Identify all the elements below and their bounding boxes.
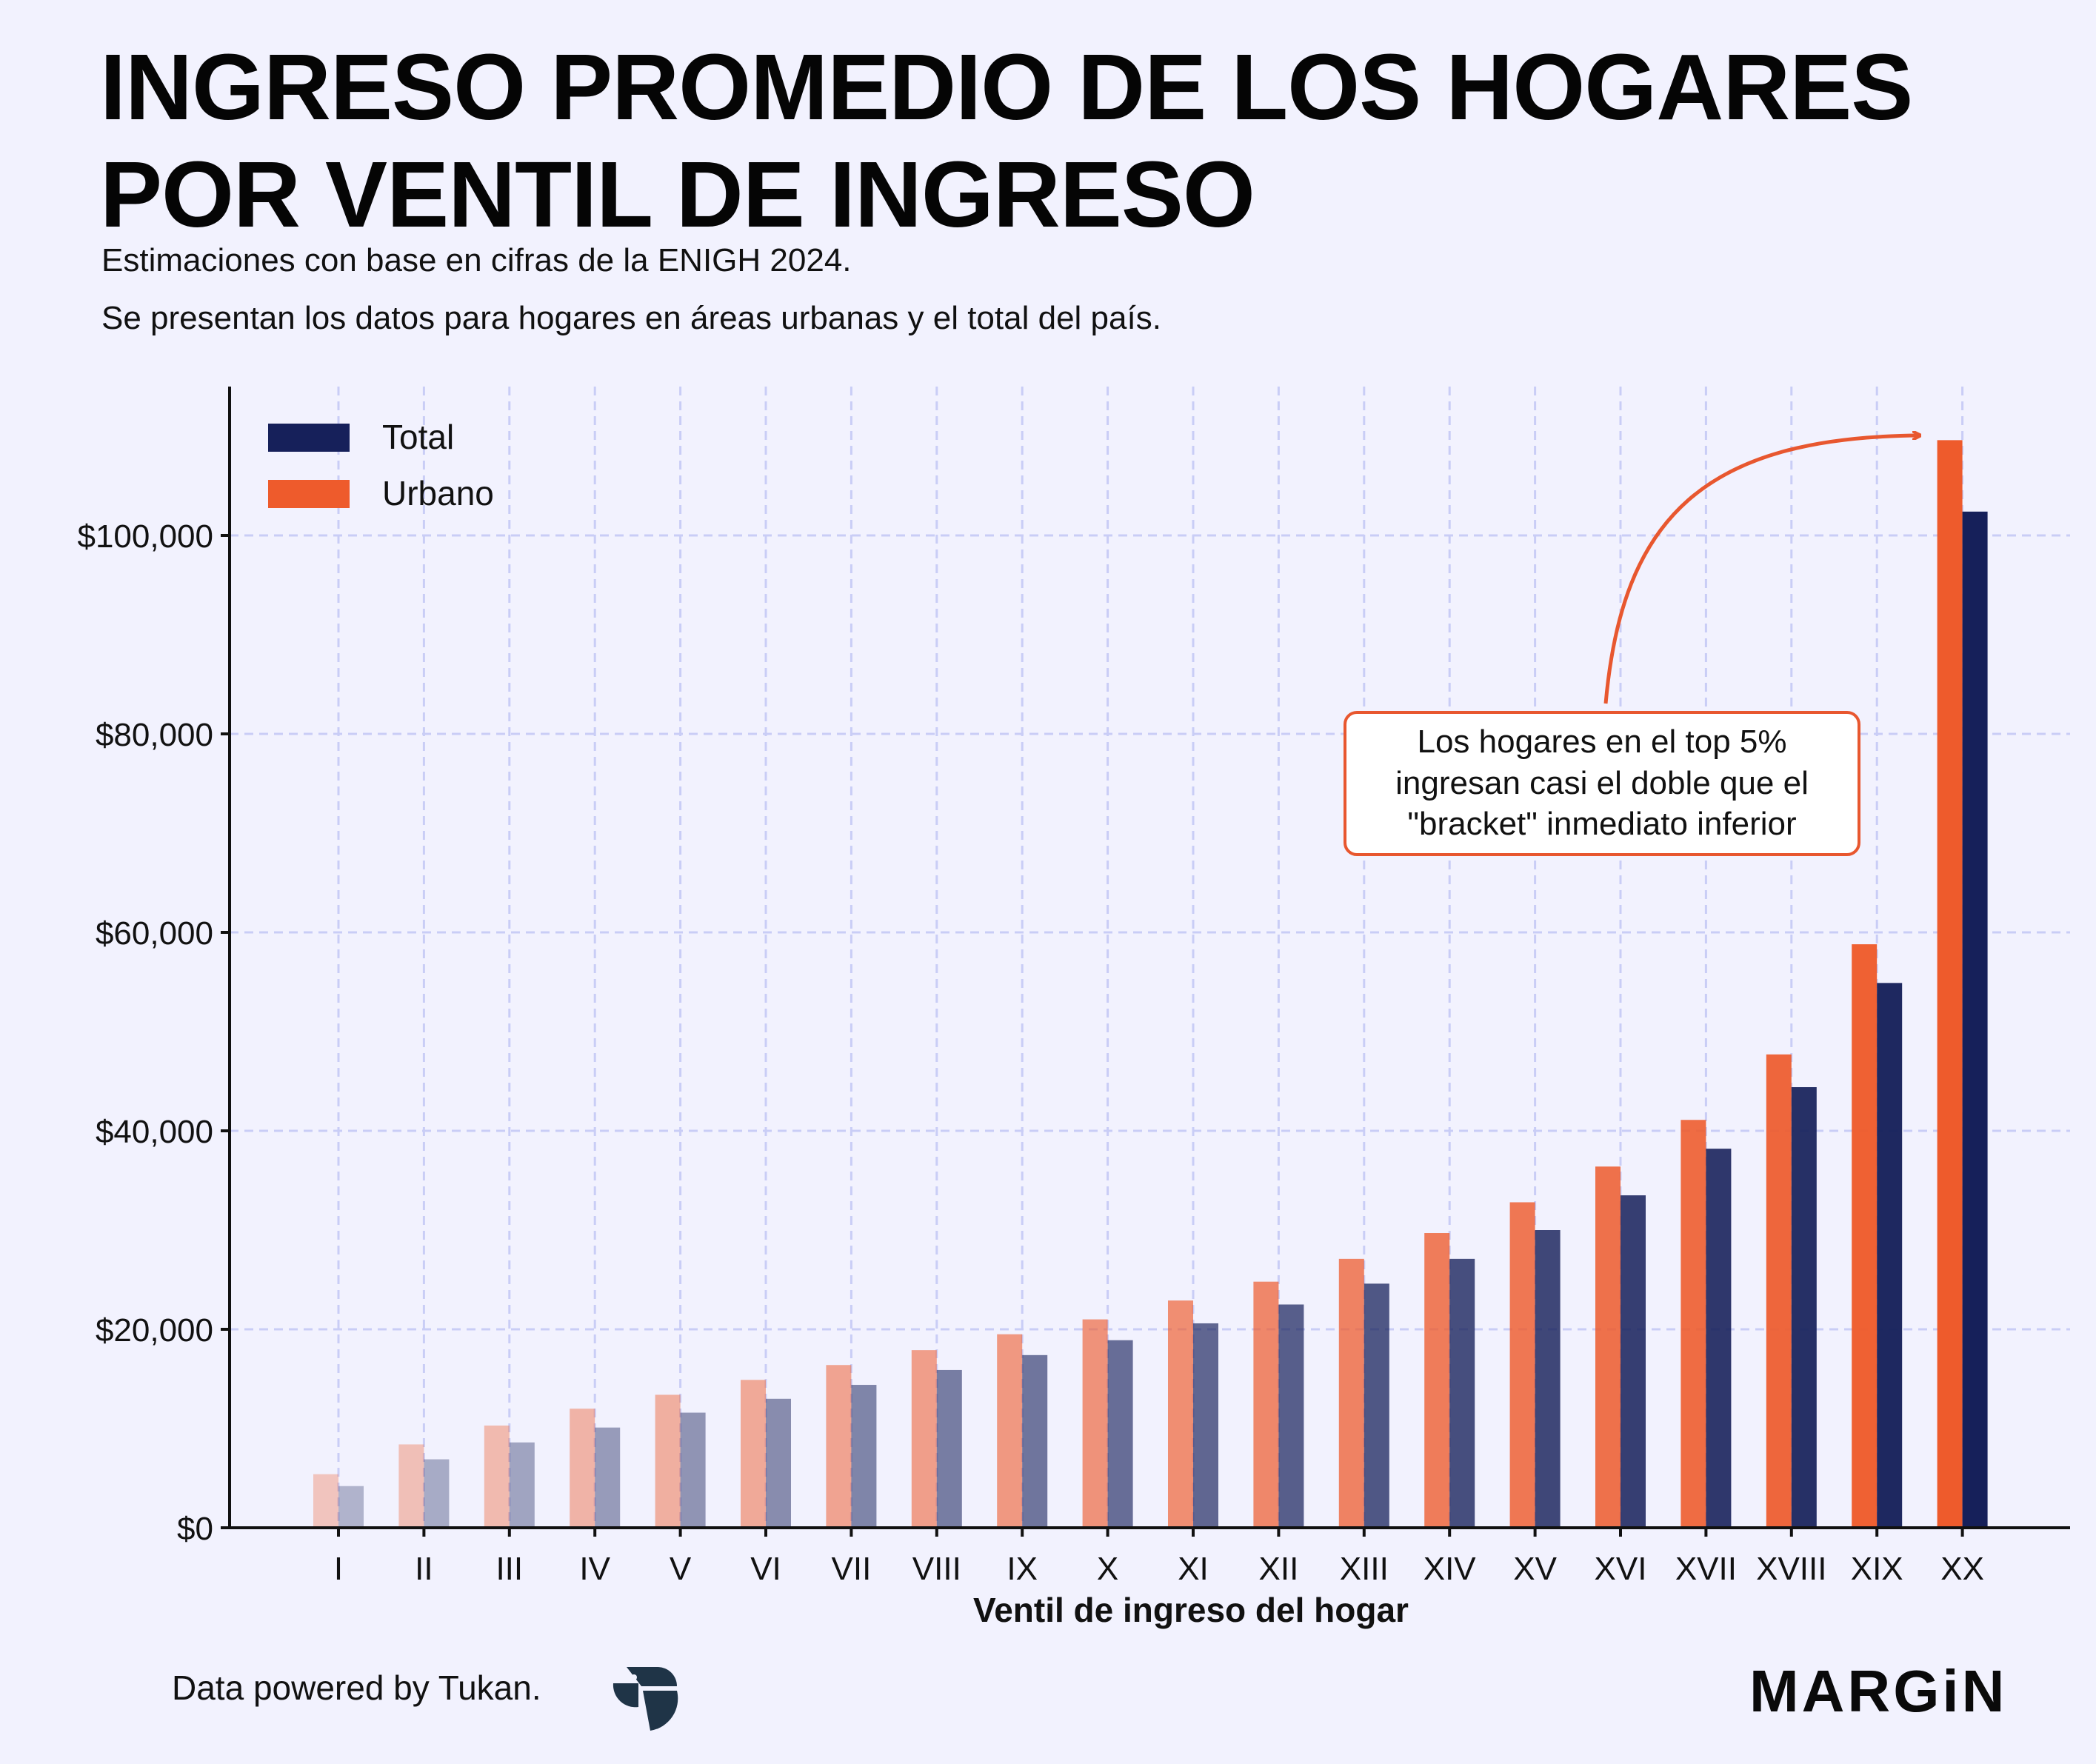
- bar-urbano: [655, 1394, 681, 1528]
- title-line-1: INGRESO PROMEDIO DE LOS HOGARES: [100, 35, 1913, 139]
- bar-total: [851, 1385, 877, 1528]
- bar-urbano: [484, 1425, 510, 1528]
- legend-label: Total: [382, 418, 454, 456]
- bar-urbano: [1253, 1281, 1279, 1528]
- annotation-text-line-1: Los hogares en el top 5%: [1417, 724, 1786, 760]
- legend-swatch: [268, 424, 350, 452]
- bar-urbano: [1595, 1166, 1621, 1528]
- bar-total: [1364, 1283, 1389, 1528]
- data-credit: Data powered by Tukan.: [172, 1668, 541, 1707]
- bar-urbano: [1681, 1120, 1706, 1528]
- margin-logo: MARGiN: [1749, 1658, 2008, 1724]
- bar-total: [595, 1427, 621, 1528]
- bar-total: [1621, 1195, 1646, 1528]
- bar-total: [936, 1369, 962, 1528]
- x-tick-label: XIII: [1340, 1551, 1389, 1587]
- bar-total: [1877, 983, 1903, 1528]
- x-tick-label: X: [1097, 1551, 1118, 1587]
- bar-urbano: [997, 1334, 1023, 1528]
- bar-total: [680, 1412, 706, 1528]
- x-tick-label: XI: [1178, 1551, 1209, 1587]
- bar-urbano: [1509, 1202, 1535, 1528]
- y-tick-label: $60,000: [96, 915, 213, 952]
- bar-urbano: [1082, 1319, 1108, 1528]
- title-line-2: POR VENTIL DE INGRESO: [100, 142, 1255, 247]
- subtitle-line-2: Se presentan los datos para hogares en á…: [101, 300, 1161, 336]
- bar-total: [1535, 1230, 1561, 1528]
- x-tick-label: VI: [750, 1551, 781, 1587]
- chart-title: INGRESO PROMEDIO DE LOS HOGARES POR VENT…: [100, 33, 1952, 248]
- x-tick-label: XX: [1940, 1551, 1984, 1587]
- bar-total: [1278, 1304, 1304, 1528]
- x-tick-label: VII: [832, 1551, 872, 1587]
- x-tick-label: IV: [579, 1551, 610, 1587]
- x-tick-label: I: [334, 1551, 343, 1587]
- bar-urbano: [826, 1365, 852, 1528]
- bar-urbano: [1937, 440, 1963, 1528]
- legend-swatch: [268, 480, 350, 508]
- bar-total: [1107, 1340, 1133, 1528]
- bar-total: [1791, 1087, 1817, 1528]
- bar-total: [766, 1398, 791, 1528]
- bar-urbano: [1168, 1300, 1193, 1528]
- legend-label: Urbano: [382, 474, 494, 512]
- bar-urbano: [398, 1444, 424, 1528]
- y-tick-label: $100,000: [77, 518, 213, 555]
- x-tick-label: XII: [1259, 1551, 1299, 1587]
- annotation-box: [1344, 711, 1860, 856]
- x-tick-label: XVIII: [1756, 1551, 1826, 1587]
- bar-urbano: [741, 1380, 766, 1528]
- x-tick-label: XVII: [1675, 1551, 1737, 1587]
- annotation: Los hogares en el top 5% ingresan casi e…: [1344, 435, 1920, 856]
- y-tick-label: $0: [177, 1511, 213, 1547]
- y-tick-label: $80,000: [96, 717, 213, 753]
- bars: [313, 440, 1988, 1528]
- y-tick-label: $20,000: [96, 1312, 213, 1349]
- bar-urbano: [1338, 1258, 1364, 1528]
- bar-total: [1449, 1258, 1475, 1528]
- bar-total: [424, 1459, 450, 1528]
- bar-urbano: [570, 1409, 595, 1528]
- bar-urbano: [313, 1474, 338, 1528]
- x-axis-title: Ventil de ingreso del hogar: [973, 1591, 1409, 1629]
- bar-urbano: [1766, 1054, 1792, 1528]
- x-tick-label: XIX: [1851, 1551, 1903, 1587]
- x-tick-label: III: [495, 1551, 523, 1587]
- annotation-text-line-3: "bracket" inmediato inferior: [1407, 806, 1796, 842]
- x-tick-label: II: [415, 1551, 433, 1587]
- x-tick-label: XVI: [1595, 1551, 1647, 1587]
- tukan-bird-logo-icon: [613, 1667, 678, 1731]
- x-tick-label: IX: [1007, 1551, 1038, 1587]
- bar-urbano: [911, 1350, 937, 1528]
- annotation-arrow: [1603, 435, 1920, 704]
- bar-urbano: [1424, 1233, 1450, 1528]
- bar-total: [509, 1442, 535, 1528]
- legend: Total Urbano: [268, 418, 494, 512]
- subtitle-line-1: Estimaciones con base en cifras de la EN…: [101, 242, 852, 278]
- x-tick-label: V: [670, 1551, 692, 1587]
- bar-total: [1962, 511, 1988, 1528]
- x-tick-label: XV: [1513, 1551, 1557, 1587]
- x-tick-label: XIV: [1424, 1551, 1477, 1587]
- annotation-text-line-2: ingresan casi el doble que el: [1395, 765, 1809, 801]
- bar-urbano: [1852, 944, 1878, 1528]
- bar-total: [1193, 1323, 1218, 1528]
- x-tick-label: VIII: [912, 1551, 961, 1587]
- y-tick-label: $40,000: [96, 1114, 213, 1150]
- bar-total: [338, 1486, 364, 1528]
- bar-total: [1706, 1149, 1732, 1528]
- bar-total: [1022, 1354, 1048, 1528]
